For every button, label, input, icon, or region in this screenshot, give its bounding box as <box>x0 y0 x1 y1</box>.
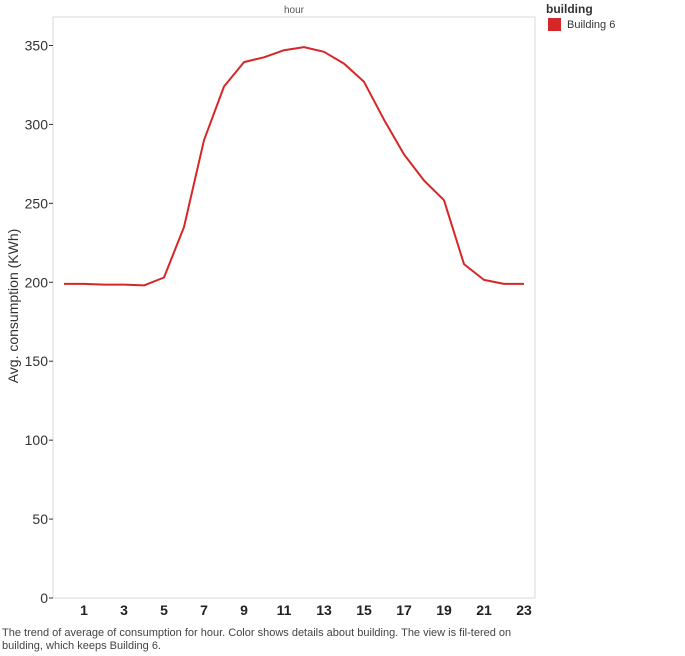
column-header: hour <box>284 5 305 16</box>
plot-area <box>52 16 536 599</box>
x-axis: 1 3 5 7 9 11 13 15 17 19 21 23 <box>80 602 532 618</box>
legend-title: building <box>546 2 593 16</box>
x-tick-label: 1 <box>80 602 88 618</box>
y-axis-label: Avg. consumption (KWh) <box>5 229 21 384</box>
data-point[interactable] <box>321 49 327 55</box>
y-tick-label: 200 <box>25 274 49 290</box>
data-point[interactable] <box>481 277 487 283</box>
data-point[interactable] <box>421 178 427 184</box>
x-tick-label: 17 <box>396 602 412 618</box>
data-point[interactable] <box>301 44 307 50</box>
data-point[interactable] <box>401 151 407 157</box>
x-tick-label: 15 <box>356 602 372 618</box>
data-point[interactable] <box>461 261 467 267</box>
data-point[interactable] <box>441 197 447 203</box>
legend: building Building 6 <box>546 2 615 31</box>
data-point[interactable] <box>221 84 227 90</box>
x-tick-label: 19 <box>436 602 452 618</box>
x-tick-label: 9 <box>240 602 248 618</box>
series-line-building-6[interactable] <box>64 46 524 287</box>
x-tick-label: 21 <box>476 602 492 618</box>
x-tick-label: 11 <box>277 602 292 618</box>
data-point[interactable] <box>241 59 247 65</box>
data-point[interactable] <box>101 282 107 288</box>
y-tick-label: 300 <box>25 116 49 132</box>
data-point[interactable] <box>181 224 187 230</box>
data-point[interactable] <box>121 282 127 288</box>
y-tick-label: 150 <box>25 353 49 369</box>
data-point[interactable] <box>361 79 367 85</box>
data-point[interactable] <box>381 117 387 123</box>
x-tick-label: 23 <box>516 602 532 618</box>
line-chart: hour Avg. consumption (KWh) 0 50 100 150 200… <box>5 5 536 618</box>
y-axis: 0 50 100 150 200 250 300 350 <box>25 37 53 606</box>
chart-caption: The trend of average of consumption for … <box>2 627 512 652</box>
y-tick-label: 350 <box>25 37 49 53</box>
data-point[interactable] <box>161 275 167 281</box>
data-point[interactable] <box>141 282 147 288</box>
data-point[interactable] <box>201 137 207 143</box>
y-tick-label: 0 <box>40 590 48 606</box>
x-tick-label: 5 <box>160 602 168 618</box>
data-point[interactable] <box>521 281 527 287</box>
data-point[interactable] <box>341 61 347 67</box>
y-tick-label: 250 <box>25 195 49 211</box>
legend-item-building-6[interactable]: Building 6 <box>546 18 615 31</box>
legend-label: Building 6 <box>567 18 616 31</box>
legend-swatch <box>548 18 561 31</box>
y-tick-label: 100 <box>25 432 49 448</box>
y-tick-label: 50 <box>32 511 48 527</box>
series-layer <box>61 44 527 288</box>
x-tick-label: 13 <box>316 602 332 618</box>
x-tick-label: 7 <box>200 602 208 618</box>
data-point[interactable] <box>281 47 287 53</box>
x-tick-label: 3 <box>120 602 128 618</box>
data-point[interactable] <box>61 281 67 287</box>
data-point[interactable] <box>501 281 507 287</box>
data-point[interactable] <box>81 281 87 287</box>
data-point[interactable] <box>261 54 267 60</box>
